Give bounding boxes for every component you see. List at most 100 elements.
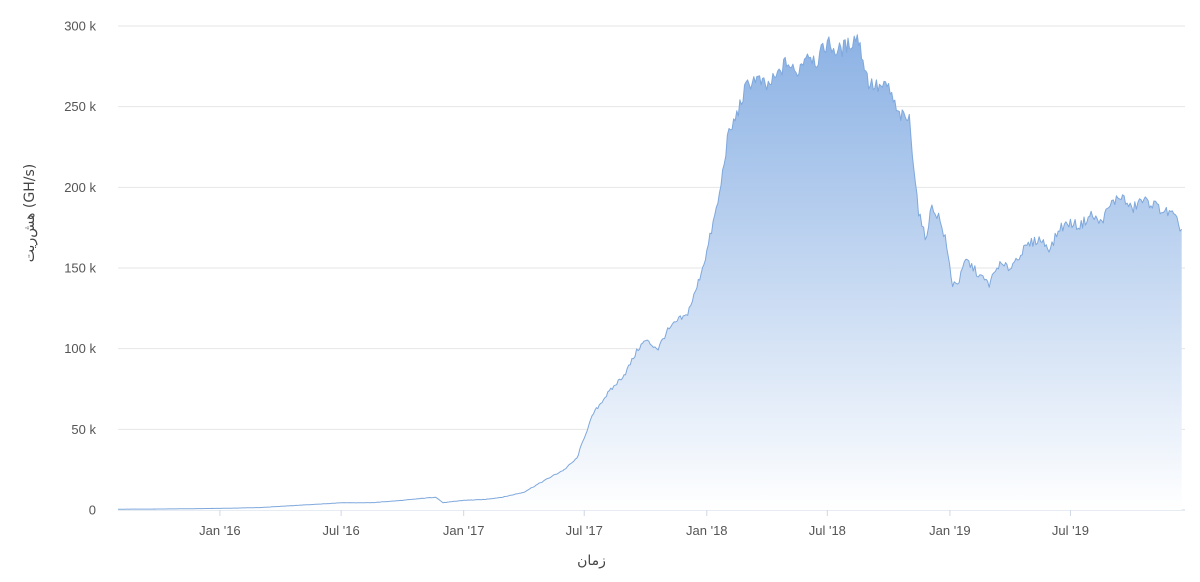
data-point — [1049, 247, 1052, 250]
data-point — [754, 76, 757, 79]
data-point — [835, 50, 838, 53]
data-point — [502, 496, 505, 499]
data-point — [826, 41, 829, 44]
y-tick-label: 300 k — [64, 19, 96, 34]
data-point — [299, 504, 302, 507]
series-hashrate — [117, 34, 1183, 511]
data-point — [1120, 194, 1123, 197]
data-point — [340, 501, 343, 504]
data-point — [726, 137, 729, 140]
data-point — [1008, 267, 1011, 270]
data-point — [1180, 228, 1183, 231]
data-point — [1151, 202, 1154, 205]
y-axis-tick-labels: 0 50 k 100 k 150 k 200 k 250 k 300 k — [64, 19, 96, 518]
data-point — [745, 86, 748, 89]
data-point — [930, 205, 933, 208]
data-point — [1130, 208, 1133, 211]
data-point — [694, 291, 697, 294]
data-point — [1078, 225, 1081, 228]
x-tick-label: Jan '18 — [686, 523, 728, 538]
data-point — [877, 86, 880, 89]
data-point — [592, 412, 595, 415]
data-point — [542, 480, 545, 483]
data-point — [644, 339, 647, 342]
data-point — [218, 507, 221, 510]
data-point — [958, 279, 961, 282]
data-point — [917, 210, 920, 213]
data-point — [718, 194, 721, 197]
series-line — [118, 34, 1183, 510]
data-point — [563, 468, 566, 471]
data-point — [856, 34, 859, 37]
data-point — [117, 508, 120, 511]
data-point — [370, 501, 373, 504]
y-tick-label: 150 k — [64, 261, 96, 276]
data-point — [657, 347, 660, 350]
data-point — [847, 44, 850, 47]
data-point — [896, 113, 899, 116]
data-point — [735, 113, 738, 116]
data-point — [1038, 238, 1041, 241]
data-point — [937, 215, 940, 218]
data-point — [785, 60, 788, 63]
data-point — [637, 347, 640, 350]
data-point — [1171, 213, 1174, 216]
data-point — [442, 501, 445, 504]
data-point — [1069, 221, 1072, 224]
data-point — [765, 86, 768, 89]
data-point — [1140, 199, 1143, 202]
data-point — [806, 50, 809, 53]
data-point — [867, 81, 870, 84]
data-point — [988, 283, 991, 286]
data-point — [575, 457, 578, 460]
x-tick-label: Jul '19 — [1052, 523, 1089, 538]
data-point — [157, 508, 160, 511]
data-point — [908, 118, 911, 121]
data-point — [665, 331, 668, 334]
x-axis-tick-labels: Jan '16 Jul '16 Jan '17 Jul '17 Jan '18 Jul '… — [199, 510, 1089, 538]
data-point — [483, 498, 486, 501]
y-tick-label: 50 k — [71, 422, 96, 437]
data-point — [603, 396, 606, 399]
data-point — [795, 73, 798, 76]
data-point — [964, 258, 967, 261]
y-tick-label: 250 k — [64, 99, 96, 114]
data-point — [434, 496, 437, 499]
data-point — [972, 267, 975, 270]
data-point — [685, 315, 688, 318]
data-point — [462, 499, 465, 502]
x-tick-label: Jan '17 — [443, 523, 485, 538]
y-axis-title: هش‌ریت (GH/s) — [22, 164, 38, 262]
data-point — [401, 499, 404, 502]
data-point — [978, 275, 981, 278]
data-point — [1090, 213, 1093, 216]
data-point — [924, 238, 927, 241]
data-point — [677, 318, 680, 321]
data-point — [522, 491, 525, 494]
x-tick-label: Jan '19 — [929, 523, 971, 538]
data-point — [1018, 254, 1021, 257]
data-point — [1160, 208, 1163, 211]
x-axis-title: زمان — [577, 553, 606, 569]
data-point — [583, 436, 586, 439]
data-point — [775, 76, 778, 79]
data-point — [258, 506, 261, 509]
y-tick-label: 100 k — [64, 341, 96, 356]
x-tick-label: Jan '16 — [199, 523, 241, 538]
data-point — [997, 263, 1000, 266]
data-point — [705, 250, 708, 253]
data-point — [1058, 226, 1061, 229]
y-tick-label: 200 k — [64, 180, 96, 195]
x-tick-label: Jul '16 — [323, 523, 360, 538]
x-tick-label: Jul '17 — [566, 523, 603, 538]
data-point — [1099, 221, 1102, 224]
data-point — [1110, 202, 1113, 205]
data-point — [624, 371, 627, 374]
data-point — [815, 60, 818, 63]
series-area — [118, 34, 1182, 510]
x-tick-label: Jul '18 — [809, 523, 846, 538]
data-point — [887, 86, 890, 89]
data-point — [951, 283, 954, 286]
